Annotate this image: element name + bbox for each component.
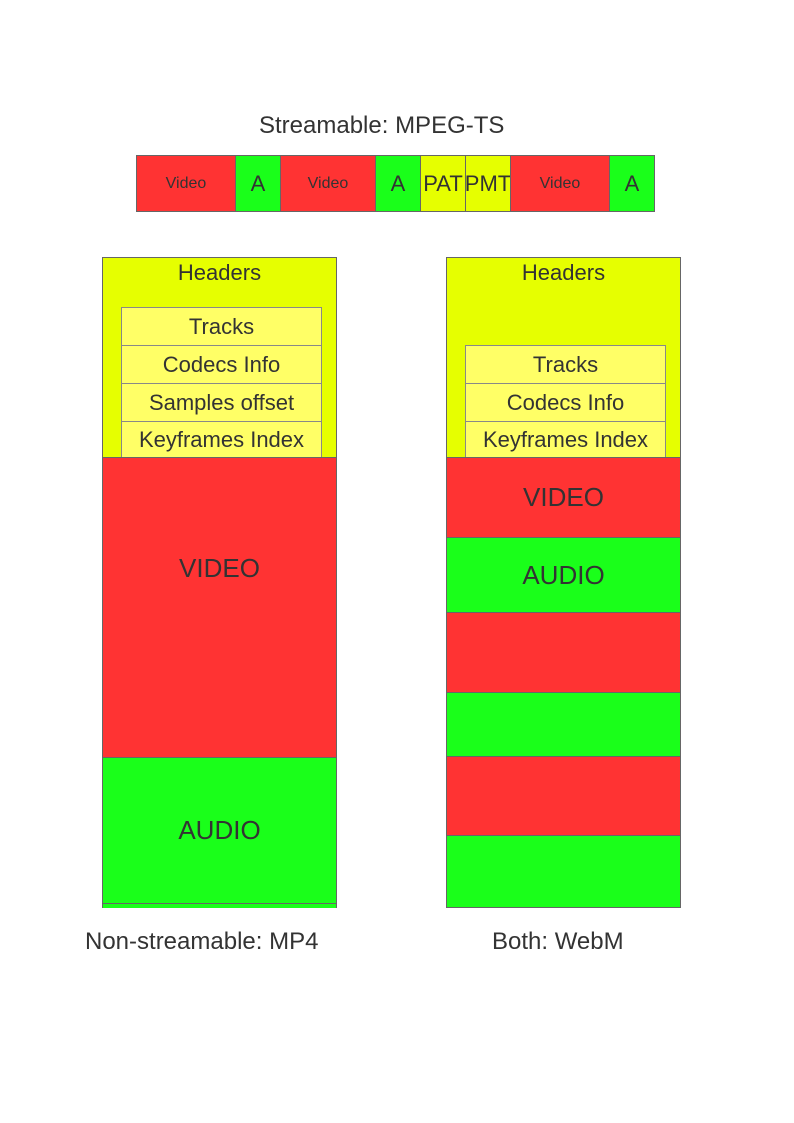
- mp4-tracks: Tracks: [121, 307, 322, 346]
- webm-video-block: VIDEO: [447, 457, 680, 537]
- stream-audio-packet: A: [235, 155, 281, 212]
- mp4-audio-label: AUDIO: [178, 815, 261, 845]
- stream-audio-packet: A: [375, 155, 421, 212]
- mp4-keyframes-index: Keyframes Index: [121, 421, 322, 459]
- mp4-audio-block: AUDIO: [103, 757, 336, 904]
- stream-video-packet: Video: [280, 155, 376, 212]
- stream-video-packet: Video: [136, 155, 236, 212]
- webm-caption: Both: WebM: [492, 928, 624, 955]
- mp4-video-label: VIDEO: [179, 553, 260, 583]
- webm-audio-block: AUDIO: [447, 537, 680, 612]
- webm-headers-label: Headers: [521, 260, 606, 285]
- webm-video-block: [447, 756, 680, 835]
- stream-video-packet: Video: [510, 155, 610, 212]
- mp4-headers-label: Headers: [177, 260, 262, 285]
- mp4-samples-offset: Samples offset: [121, 383, 322, 422]
- mpeg-ts-title: Streamable: MPEG-TS: [259, 112, 505, 139]
- mp4-container: Headers Tracks Codecs Info Samples offse…: [102, 257, 337, 908]
- mp4-audio-tail: [103, 904, 336, 908]
- webm-video-block: [447, 612, 680, 692]
- webm-container: Headers Tracks Codecs Info Keyframes Ind…: [446, 257, 681, 908]
- mp4-video-block: VIDEO: [103, 457, 336, 757]
- webm-audio-block: [447, 835, 680, 907]
- webm-tracks: Tracks: [465, 345, 666, 384]
- webm-keyframes-index: Keyframes Index: [465, 421, 666, 459]
- webm-codecs-info: Codecs Info: [465, 383, 666, 422]
- stream-audio-packet: A: [609, 155, 655, 212]
- mp4-codecs-info: Codecs Info: [121, 345, 322, 384]
- webm-audio-label: AUDIO: [522, 559, 605, 590]
- stream-pat-packet: PAT: [420, 155, 466, 212]
- webm-video-label: VIDEO: [523, 482, 604, 512]
- webm-audio-block: [447, 692, 680, 756]
- mp4-caption: Non-streamable: MP4: [85, 928, 319, 955]
- stream-pmt-packet: PMT: [465, 155, 511, 212]
